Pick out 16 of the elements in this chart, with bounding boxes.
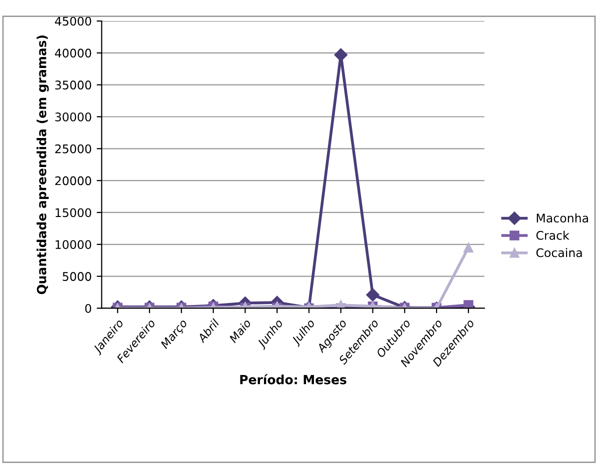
y-tick-label: 0 bbox=[85, 304, 92, 313]
y-tick-label: 5000 bbox=[62, 272, 92, 281]
y-tick-label: 15000 bbox=[56, 208, 92, 218]
y-tick-label: 35000 bbox=[55, 80, 92, 90]
y-tick-label: 40000 bbox=[54, 48, 92, 58]
legend-label: Crack bbox=[536, 230, 570, 240]
point bbox=[334, 48, 348, 62]
y-tick-label: 45000 bbox=[54, 16, 92, 26]
legend-label: Cocaina bbox=[536, 248, 582, 258]
legend-label: Maconha bbox=[536, 213, 588, 223]
y-tick-label: 25000 bbox=[55, 144, 92, 154]
y-axis-title: Quantidade apreendida (em gramas) bbox=[36, 36, 49, 294]
y-tick-label: 30000 bbox=[55, 112, 92, 122]
y-tick-label: 20000 bbox=[55, 176, 92, 186]
x-axis-title: Período: Meses bbox=[240, 374, 346, 384]
y-tick-label: 10000 bbox=[56, 240, 92, 250]
